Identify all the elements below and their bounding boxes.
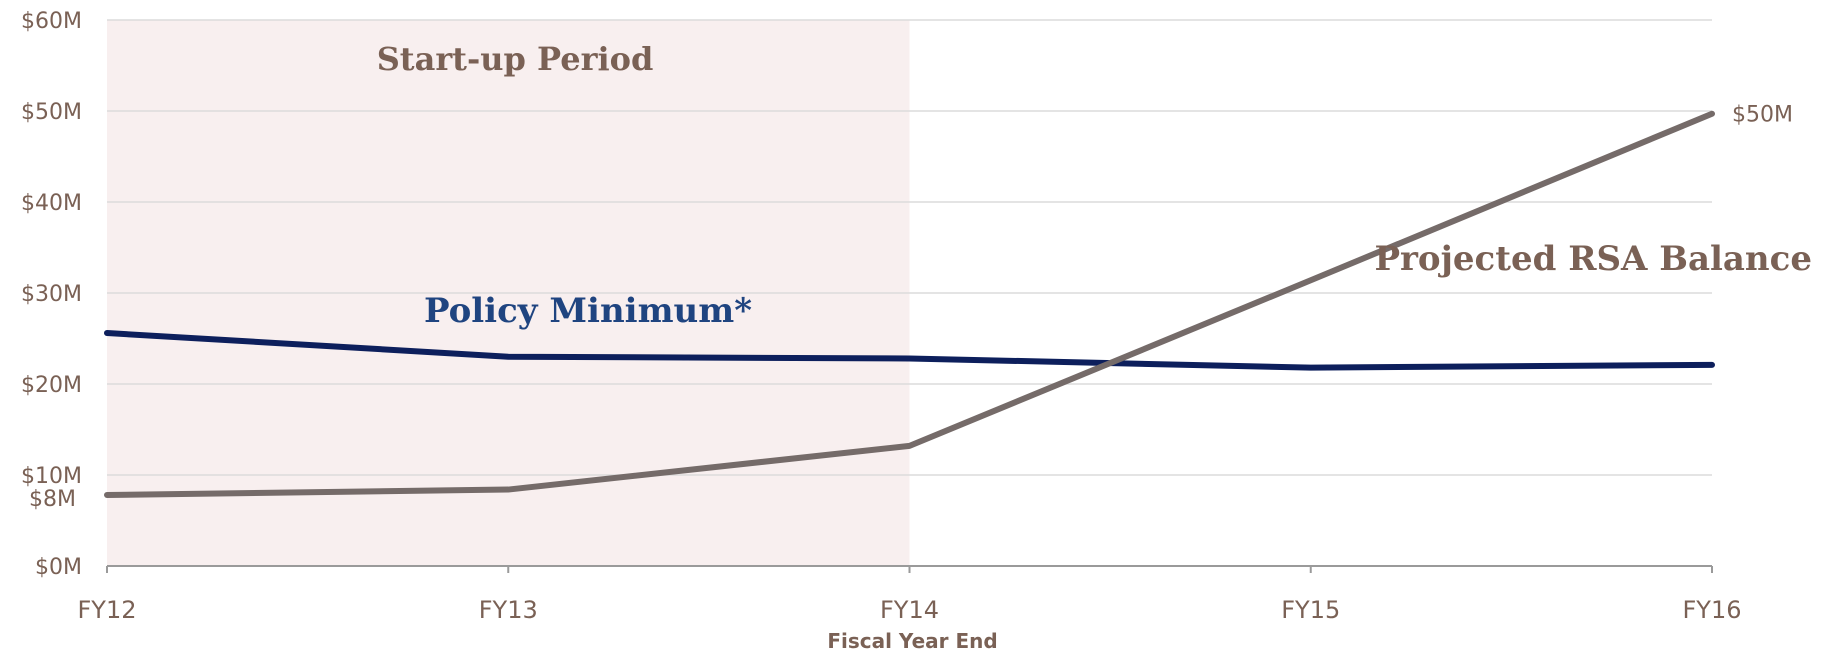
y-tick-label: $30M	[21, 282, 82, 307]
x-tick-label: FY16	[1682, 596, 1741, 624]
policy-minimum-label: Policy Minimum*	[424, 291, 752, 331]
y-tick-label: $60M	[21, 9, 82, 34]
y-tick-label: $20M	[21, 373, 82, 398]
x-tick-label: FY14	[880, 596, 939, 624]
y-tick-label: $10M	[21, 464, 82, 489]
x-axis-ticks: FY12 FY13 FY14 FY15 FY16	[77, 566, 1742, 624]
projected-rsa-balance-label: Projected RSA Balance	[1374, 239, 1812, 279]
gridlines	[107, 19, 1712, 476]
x-tick-label: FY12	[77, 596, 136, 624]
start-up-period-label: Start-up Period	[377, 40, 654, 78]
projected-rsa-balance-line	[104, 110, 1715, 499]
y-tick-label: $0M	[35, 555, 82, 580]
rsa-end-value-label: $50M	[1732, 103, 1793, 128]
x-tick-label: FY13	[479, 596, 538, 624]
policy-minimum-line	[104, 330, 1715, 371]
series-lines	[104, 110, 1715, 499]
y-axis-ticks: $0M $10M $20M $30M $40M $50M $60M $8M	[21, 9, 82, 580]
y-tick-label: $50M	[21, 100, 82, 125]
y-tick-label-extra: $8M	[29, 487, 76, 512]
x-axis-title: Fiscal Year End	[827, 629, 997, 653]
x-tick-label: FY15	[1281, 596, 1340, 624]
y-tick-label: $40M	[21, 191, 82, 216]
